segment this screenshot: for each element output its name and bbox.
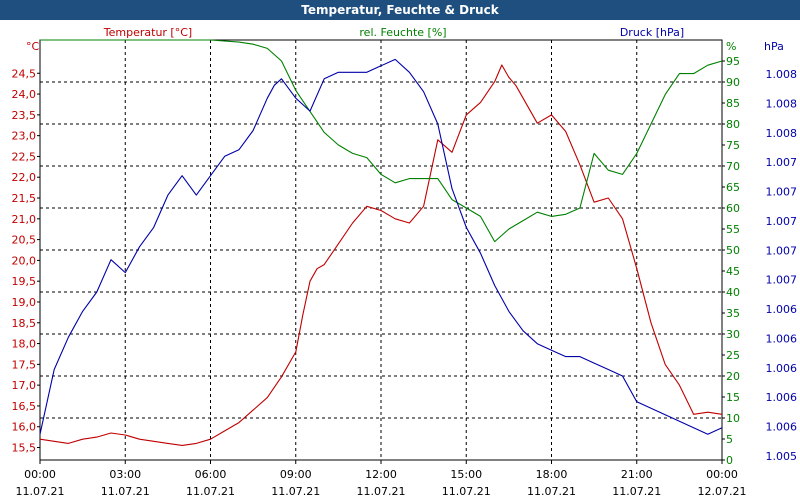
grid — [40, 40, 722, 460]
pressure-axis-title: Druck [hPa] — [620, 26, 684, 39]
humidity-tick-label: 0 — [726, 454, 733, 467]
date-tick-label: 11.07.21 — [186, 485, 235, 498]
time-tick-label: 00:00 — [706, 468, 738, 481]
temperature-tick-label: 23,0 — [12, 130, 37, 143]
date-tick-label: 12.07.21 — [698, 485, 747, 498]
humidity-axis: 0 5 10 15 20 25 30 35 40 45 50 55 60 65 70 75 80 85 90 95% — [722, 40, 740, 467]
temperature-tick-label: 21,0 — [12, 213, 37, 226]
time-tick-label: 18:00 — [536, 468, 568, 481]
chart-title: Temperatur, Feuchte & Druck — [0, 0, 800, 20]
temperature-tick-label: 22,5 — [12, 150, 37, 163]
pressure-line — [39, 58, 723, 435]
humidity-tick-label: 75 — [726, 139, 740, 152]
date-tick-label: 11.07.21 — [271, 485, 320, 498]
pressure-tick-label: 1.008 — [766, 68, 798, 81]
temperature-axis: 15,5 16,0 16,5 17,0 17,5 18,0 18,5 19,0 19,5 20,0… — [12, 40, 40, 455]
pressure-tick-label: 1.007 — [766, 156, 798, 169]
humidity-tick-label: 20 — [726, 370, 740, 383]
pressure-tick-label: 1.007 — [766, 215, 798, 228]
date-tick-label: 11.07.21 — [442, 485, 491, 498]
pressure-tick-label: 1.006 — [766, 362, 798, 375]
series-group — [39, 39, 723, 446]
humidity-tick-label: 80 — [726, 118, 740, 131]
temperature-tick-label: 17,0 — [12, 379, 37, 392]
axis-titles: Temperatur [°C] rel. Feuchte [%] Druck [hP… — [103, 26, 684, 39]
temperature-tick-label: 18,0 — [12, 338, 37, 351]
humidity-unit-label: % — [726, 40, 736, 53]
temperature-line — [39, 64, 723, 446]
date-tick-label: 11.07.21 — [101, 485, 150, 498]
humidity-tick-label: 85 — [726, 97, 740, 110]
pressure-tick-label: 1.006 — [766, 391, 798, 404]
humidity-line — [40, 39, 723, 243]
time-tick-label: 03:00 — [109, 468, 141, 481]
temperature-tick-label: 16,5 — [12, 400, 37, 413]
time-tick-label: 06:00 — [195, 468, 227, 481]
date-tick-label: 11.07.21 — [357, 485, 406, 498]
humidity-tick-label: 60 — [726, 202, 740, 215]
humidity-tick-label: 55 — [726, 223, 740, 236]
chart: 15,5 16,0 16,5 17,0 17,5 18,0 18,5 19,0 19,5 20,0… — [12, 26, 798, 498]
temperature-tick-label: 19,0 — [12, 296, 37, 309]
date-tick-label: 11.07.21 — [16, 485, 65, 498]
temperature-tick-label: 20,0 — [12, 254, 37, 267]
humidity-tick-label: 70 — [726, 160, 740, 173]
pressure-tick-label: 1.007 — [766, 186, 798, 199]
time-axis: 00:00 11.07.21 03:00 11.07.21 06:00 11.07.21 0… — [16, 460, 747, 498]
pressure-tick-label: 1.007 — [766, 274, 798, 287]
temperature-tick-label: 22,0 — [12, 171, 37, 184]
humidity-tick-label: 65 — [726, 181, 740, 194]
temperature-tick-label: 16,0 — [12, 421, 37, 434]
pressure-tick-label: 1.006 — [766, 421, 798, 434]
pressure-tick-label: 1.005 — [766, 450, 798, 463]
temperature-tick-label: 21,5 — [12, 192, 37, 205]
temperature-tick-label: 24,5 — [12, 67, 37, 80]
pressure-tick-label: 1.007 — [766, 244, 798, 257]
temperature-tick-label: 23,5 — [12, 109, 37, 122]
time-tick-label: 09:00 — [280, 468, 312, 481]
pressure-tick-label: 1.008 — [766, 97, 798, 110]
pressure-tick-label: 1.008 — [766, 127, 798, 140]
humidity-tick-label: 90 — [726, 76, 740, 89]
humidity-tick-label: 5 — [726, 433, 733, 446]
temperature-tick-label: 19,5 — [12, 275, 37, 288]
humidity-tick-label: 15 — [726, 391, 740, 404]
temperature-tick-label: 24,0 — [12, 88, 37, 101]
pressure-tick-label: 1.006 — [766, 303, 798, 316]
humidity-tick-label: 35 — [726, 307, 740, 320]
temperature-tick-label: 18,5 — [12, 317, 37, 330]
humidity-axis-title: rel. Feuchte [%] — [359, 26, 446, 39]
time-tick-label: 15:00 — [450, 468, 482, 481]
temperature-tick-label: 20,5 — [12, 234, 37, 247]
time-tick-label: 21:00 — [621, 468, 653, 481]
temperature-tick-label: 17,5 — [12, 358, 37, 371]
pressure-tick-label: 1.006 — [766, 332, 798, 345]
humidity-tick-label: 50 — [726, 244, 740, 257]
pressure-axis: 1.005 1.006 1.006 1.006 1.006 1.006 1.007 1.007… — [764, 40, 797, 463]
date-tick-label: 11.07.21 — [612, 485, 661, 498]
pressure-unit-label: hPa — [764, 40, 784, 53]
time-tick-label: 12:00 — [365, 468, 397, 481]
humidity-tick-label: 95 — [726, 55, 740, 68]
humidity-tick-label: 30 — [726, 328, 740, 341]
temperature-axis-title: Temperatur [°C] — [103, 26, 192, 39]
humidity-tick-label: 25 — [726, 349, 740, 362]
temperature-tick-label: 15,5 — [12, 442, 37, 455]
humidity-tick-label: 40 — [726, 286, 740, 299]
humidity-tick-label: 45 — [726, 265, 740, 278]
time-tick-label: 00:00 — [24, 468, 56, 481]
date-tick-label: 11.07.21 — [527, 485, 576, 498]
temperature-unit-label: °C — [26, 40, 40, 53]
humidity-tick-label: 10 — [726, 412, 740, 425]
